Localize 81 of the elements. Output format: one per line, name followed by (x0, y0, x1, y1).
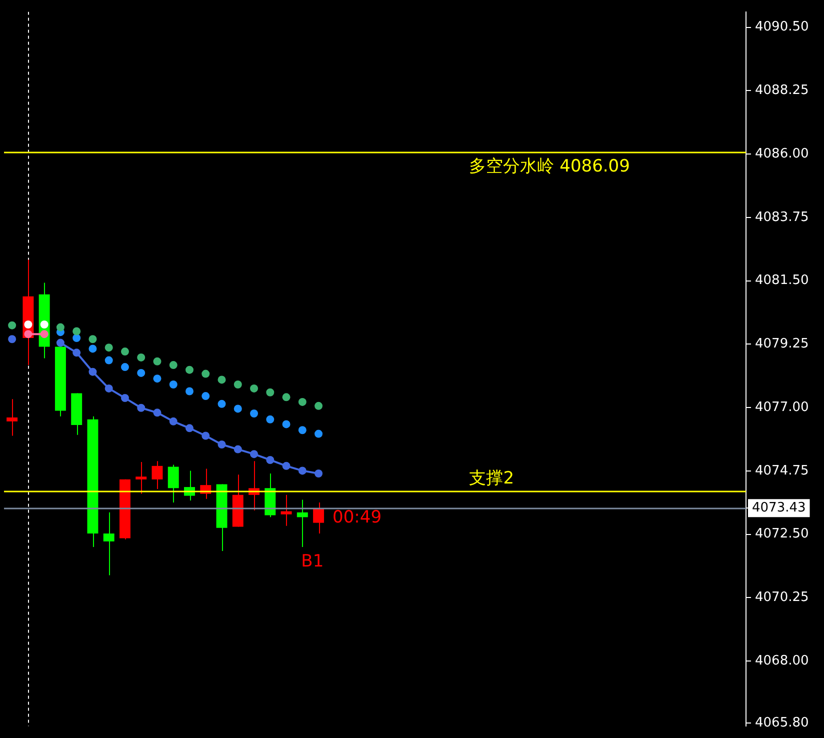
y-tick-label: 4072.50 (755, 526, 809, 542)
point (169, 380, 178, 388)
point (169, 417, 178, 426)
y-tick-label: 4088.25 (755, 83, 809, 98)
point (120, 348, 129, 356)
point (137, 404, 146, 412)
point (120, 363, 129, 372)
point (153, 374, 162, 383)
y-tick-label: 4073.43 (752, 500, 806, 516)
candlestick (103, 512, 114, 576)
ref-line-label: 支撑2 (469, 468, 514, 488)
point (153, 408, 162, 417)
point (169, 361, 178, 370)
point (202, 432, 210, 440)
y-tick-label: 4077.00 (755, 400, 809, 415)
point (234, 404, 242, 413)
y-tick-label: 4068.00 (755, 654, 809, 668)
point (186, 366, 194, 374)
candlestick (136, 461, 147, 494)
candlestick (296, 499, 308, 548)
y-tick-label: 4086.00 (755, 146, 809, 162)
y-tick-label: 4070.25 (755, 590, 809, 606)
y-tick-label: 4083.75 (755, 210, 809, 225)
point (266, 456, 274, 464)
point (88, 368, 97, 376)
point (8, 321, 16, 330)
point (104, 344, 113, 352)
point (250, 450, 258, 458)
point (282, 420, 290, 428)
point (250, 384, 258, 392)
y-tick-label: 4065.80 (755, 715, 809, 730)
point (186, 387, 194, 396)
point (153, 357, 162, 366)
point (202, 392, 210, 400)
candlestick (168, 464, 179, 504)
point (56, 323, 64, 332)
point (266, 415, 274, 424)
point (282, 393, 290, 402)
point (202, 370, 210, 378)
point (298, 466, 306, 475)
y-tick-label: 4090.50 (755, 20, 809, 35)
point (234, 380, 242, 388)
point (186, 424, 194, 432)
point (40, 320, 48, 328)
point (56, 338, 64, 347)
y-tick-label: 4074.75 (755, 463, 809, 478)
point (314, 430, 323, 438)
candlestick (313, 502, 324, 534)
point (104, 356, 113, 364)
point (8, 335, 16, 344)
point (104, 384, 113, 392)
annotation: 00:49 (332, 508, 382, 528)
ref-line-label: 多空分水岭 4086.09 (469, 156, 630, 176)
point (250, 410, 258, 418)
point (120, 394, 129, 402)
y-tick-label: 4081.50 (755, 273, 809, 288)
point (137, 353, 146, 362)
point (218, 400, 226, 408)
point (218, 440, 226, 448)
point (282, 462, 290, 470)
point (88, 344, 97, 353)
point (137, 368, 146, 377)
point (298, 426, 306, 434)
point (24, 320, 32, 328)
point (298, 398, 306, 406)
point (218, 376, 226, 384)
annotation: B1 (301, 551, 324, 572)
point (24, 330, 32, 338)
point (314, 470, 323, 478)
y-tick-label: 4079.25 (755, 336, 809, 352)
point (72, 348, 81, 357)
candlestick (152, 460, 163, 490)
candlestick (6, 398, 18, 436)
point (234, 445, 242, 454)
candlestick (280, 494, 292, 526)
point (40, 330, 48, 338)
point (314, 402, 323, 410)
point (266, 388, 274, 396)
point (88, 335, 97, 344)
point (72, 334, 81, 342)
point (72, 327, 81, 336)
